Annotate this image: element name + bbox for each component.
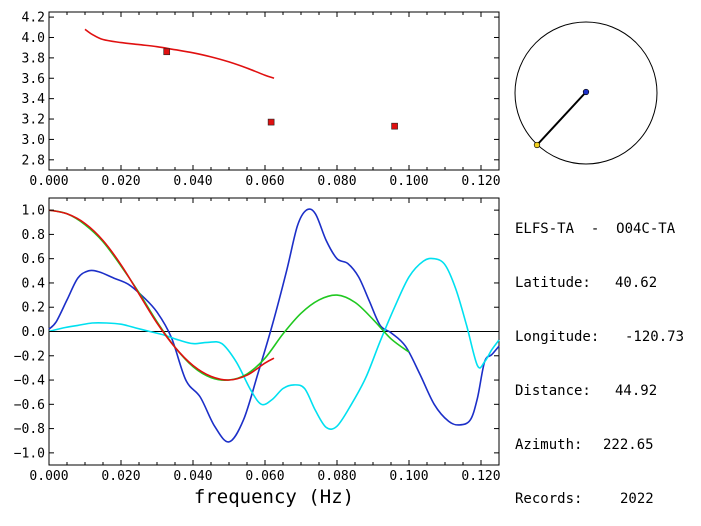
y-tick-label: 4.0 (22, 31, 45, 46)
info-row-longitude: Longitude: -120.73 (515, 328, 684, 346)
y-tick-label: 3.6 (22, 72, 45, 87)
y-tick-label: 0.0 (22, 325, 45, 340)
x-tick-label: 0.040 (173, 469, 212, 484)
center-station-marker (582, 88, 590, 96)
x-tick-label: 0.060 (245, 174, 284, 189)
y-tick-label: 0.6 (22, 252, 45, 267)
station-map-inset (514, 21, 658, 165)
velocity-axis-ticks: 0.000 0.020 0.040 0.060 0.080 0.100 0.120 2.8 3.… (22, 11, 501, 189)
correlation-axis-ticks: 0.000 0.020 0.040 0.060 0.080 0.100 0.120 1.0 0.… (14, 198, 501, 484)
info-row-distance: Distance: 44.92 (515, 382, 684, 400)
y-tick-label: 3.8 (22, 51, 45, 66)
series-line (84, 28, 275, 80)
series-line (48, 208, 500, 443)
y-tick-label: 0.2 (22, 301, 45, 316)
y-tick-label: 0.8 (22, 228, 45, 243)
x-tick-label: 0.100 (389, 174, 428, 189)
x-tick-label: 0.040 (173, 174, 212, 189)
info-value: 44.92 (615, 383, 658, 399)
info-label: Longitude: (515, 329, 600, 345)
x-axis-label: frequency (Hz) (194, 486, 354, 508)
y-tick-label: 1.0 (22, 204, 45, 219)
info-row-latitude: Latitude: 40.62 (515, 274, 684, 292)
station-path-line (536, 91, 587, 146)
info-row-records: Records: 2022 (515, 490, 684, 508)
info-value: -120.73 (625, 329, 685, 345)
x-tick-label: 0.000 (29, 469, 68, 484)
x-tick-label: 0.120 (461, 174, 500, 189)
info-value: 2022 (620, 491, 654, 507)
velocity-plot-frame (48, 11, 500, 171)
remote-station-marker (533, 141, 541, 149)
data-point (267, 118, 275, 126)
y-tick-label: 0.4 (22, 276, 46, 291)
y-tick-label: −0.4 (14, 374, 45, 389)
y-tick-label: −1.0 (14, 446, 45, 461)
y-tick-label: 3.2 (22, 113, 45, 128)
station-pair-title: ELFS-TA - O04C-TA (515, 221, 676, 237)
series-line (48, 209, 410, 382)
info-value: 40.62 (615, 275, 658, 291)
y-tick-label: 4.2 (22, 11, 45, 26)
info-label: Records: (515, 491, 583, 507)
info-label: Latitude: (515, 275, 591, 291)
y-tick-label: 3.4 (22, 92, 46, 107)
info-row-azimuth: Azimuth: 222.65 (515, 436, 684, 454)
x-tick-label: 0.000 (29, 174, 68, 189)
x-tick-label: 0.080 (317, 174, 356, 189)
correlation-panel: 0.000 0.020 0.040 0.060 0.080 0.100 0.120 1.0 0.… (14, 197, 501, 508)
correlation-series (48, 208, 500, 443)
y-tick-label: 2.8 (22, 153, 45, 168)
info-label: Distance: (515, 383, 591, 399)
series-line (48, 257, 500, 430)
y-tick-label: −0.8 (14, 422, 45, 437)
velocity-panel: 0.000 0.020 0.040 0.060 0.080 0.100 0.120 2.8 3.… (22, 11, 501, 189)
info-label: Azimuth: (515, 437, 583, 453)
station-info: ELFS-TA - O04C-TA Latitude: 40.62 Longitu… (515, 184, 684, 526)
x-tick-label: 0.020 (101, 174, 140, 189)
x-tick-label: 0.020 (101, 469, 140, 484)
x-tick-label: 0.080 (317, 469, 356, 484)
data-point (391, 122, 398, 130)
series-line (48, 209, 275, 381)
x-tick-label: 0.060 (245, 469, 284, 484)
x-tick-label: 0.120 (461, 469, 500, 484)
data-point (163, 48, 171, 56)
y-tick-label: 3.0 (22, 133, 45, 148)
info-value: 222.65 (603, 437, 654, 453)
map-circle (514, 21, 658, 165)
x-tick-label: 0.100 (389, 469, 428, 484)
velocity-series (84, 28, 398, 130)
y-tick-label: −0.2 (14, 349, 45, 364)
y-tick-label: −0.6 (14, 398, 45, 413)
